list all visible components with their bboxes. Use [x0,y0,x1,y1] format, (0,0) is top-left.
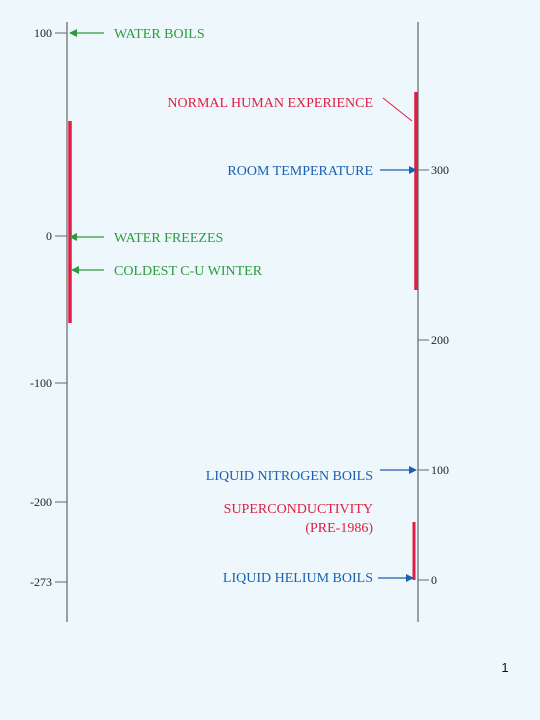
liquid-nitrogen-label: LIQUID NITROGEN BOILS [206,469,373,484]
normal-human-experience-label: NORMAL HUMAN EXPERIENCE [167,96,373,111]
water-boils-label: WATER BOILS [114,27,205,42]
celsius-tick-minus200: -200 [30,495,52,509]
coldest-winter-label: COLDEST C-U WINTER [114,264,263,279]
superconductivity-note: (PRE-1986) [305,521,373,536]
celsius-tick-minus273: -273 [30,575,52,589]
liquid-helium-label: LIQUID HELIUM BOILS [223,571,373,586]
celsius-tick-minus100: -100 [30,376,52,390]
kelvin-tick-300: 300 [431,163,449,177]
celsius-tick-0: 0 [46,229,52,243]
kelvin-tick-0: 0 [431,573,437,587]
celsius-tick-100: 100 [34,26,52,40]
normal-human-experience-leader [382,97,413,122]
superconductivity-label: SUPERCONDUCTIVITY [224,502,373,517]
kelvin-tick-200: 200 [431,333,449,347]
room-temperature-label: ROOM TEMPERATURE [227,164,373,179]
slide-number: 1 [501,660,509,675]
kelvin-tick-100: 100 [431,463,449,477]
water-freezes-label: WATER FREEZES [114,231,223,246]
